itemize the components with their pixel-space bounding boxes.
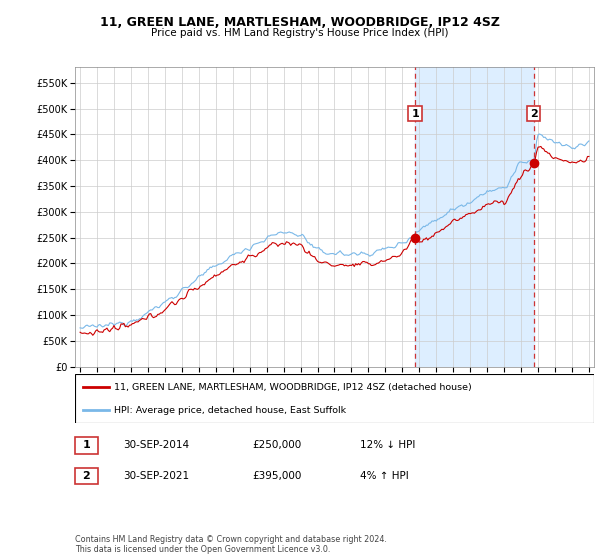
Bar: [415, 67, 534, 367]
Text: 12% ↓ HPI: 12% ↓ HPI: [360, 440, 415, 450]
Text: 11, GREEN LANE, MARTLESHAM, WOODBRIDGE, IP12 4SZ (detached house): 11, GREEN LANE, MARTLESHAM, WOODBRIDGE, …: [114, 383, 472, 392]
Text: 1: 1: [83, 440, 90, 450]
Text: HPI: Average price, detached house, East Suffolk: HPI: Average price, detached house, East…: [114, 406, 346, 415]
Text: 4% ↑ HPI: 4% ↑ HPI: [360, 471, 409, 481]
Text: 30-SEP-2014: 30-SEP-2014: [123, 440, 189, 450]
Text: 2: 2: [83, 471, 90, 481]
Text: £395,000: £395,000: [252, 471, 301, 481]
Text: 2: 2: [530, 109, 538, 119]
Text: Contains HM Land Registry data © Crown copyright and database right 2024.
This d: Contains HM Land Registry data © Crown c…: [75, 535, 387, 554]
Text: Price paid vs. HM Land Registry's House Price Index (HPI): Price paid vs. HM Land Registry's House …: [151, 28, 449, 38]
Text: 11, GREEN LANE, MARTLESHAM, WOODBRIDGE, IP12 4SZ: 11, GREEN LANE, MARTLESHAM, WOODBRIDGE, …: [100, 16, 500, 29]
Text: 30-SEP-2021: 30-SEP-2021: [123, 471, 189, 481]
Text: £250,000: £250,000: [252, 440, 301, 450]
Text: 1: 1: [411, 109, 419, 119]
